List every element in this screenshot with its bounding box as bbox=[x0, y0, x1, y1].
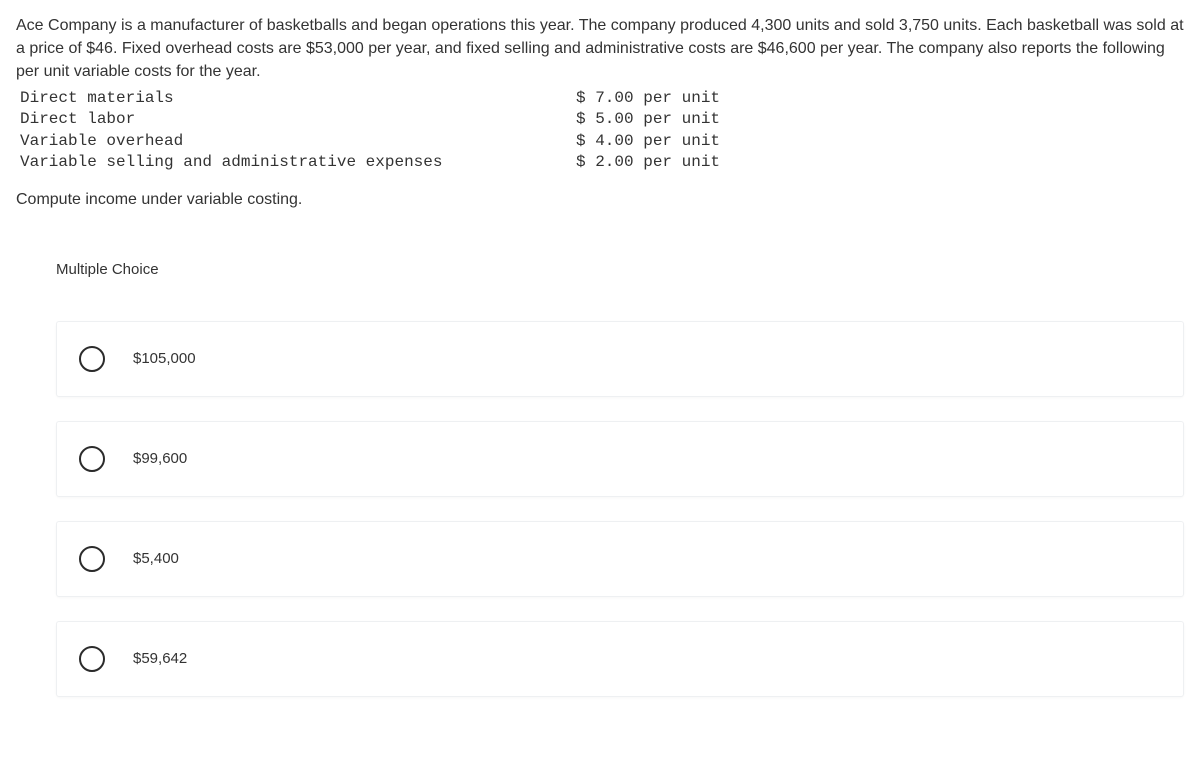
cost-value: $ 7.00 per unit bbox=[576, 88, 816, 110]
cost-value: $ 2.00 per unit bbox=[576, 152, 816, 174]
table-row: Direct materials $ 7.00 per unit bbox=[16, 88, 1184, 110]
problem-instruction: Compute income under variable costing. bbox=[16, 188, 1184, 211]
variable-cost-table: Direct materials $ 7.00 per unit Direct … bbox=[16, 88, 1184, 174]
mc-heading: Multiple Choice bbox=[56, 259, 1184, 281]
mc-option[interactable]: $105,000 bbox=[56, 321, 1184, 397]
mc-option-label: $59,642 bbox=[133, 648, 187, 670]
cost-label: Direct materials bbox=[16, 88, 576, 110]
mc-option-label: $99,600 bbox=[133, 448, 187, 470]
mc-option[interactable]: $59,642 bbox=[56, 621, 1184, 697]
cost-label: Variable overhead bbox=[16, 131, 576, 153]
radio-icon[interactable] bbox=[79, 446, 105, 472]
table-row: Variable selling and administrative expe… bbox=[16, 152, 1184, 174]
mc-option-label: $105,000 bbox=[133, 348, 196, 370]
cost-value: $ 5.00 per unit bbox=[576, 109, 816, 131]
problem-intro: Ace Company is a manufacturer of basketb… bbox=[16, 14, 1184, 84]
mc-option[interactable]: $99,600 bbox=[56, 421, 1184, 497]
radio-icon[interactable] bbox=[79, 646, 105, 672]
mc-option-label: $5,400 bbox=[133, 548, 179, 570]
table-row: Direct labor $ 5.00 per unit bbox=[16, 109, 1184, 131]
radio-icon[interactable] bbox=[79, 546, 105, 572]
cost-label: Direct labor bbox=[16, 109, 576, 131]
multiple-choice-section: Multiple Choice $105,000 $99,600 $5,400 … bbox=[16, 259, 1184, 697]
table-row: Variable overhead $ 4.00 per unit bbox=[16, 131, 1184, 153]
mc-option[interactable]: $5,400 bbox=[56, 521, 1184, 597]
radio-icon[interactable] bbox=[79, 346, 105, 372]
cost-value: $ 4.00 per unit bbox=[576, 131, 816, 153]
cost-label: Variable selling and administrative expe… bbox=[16, 152, 576, 174]
